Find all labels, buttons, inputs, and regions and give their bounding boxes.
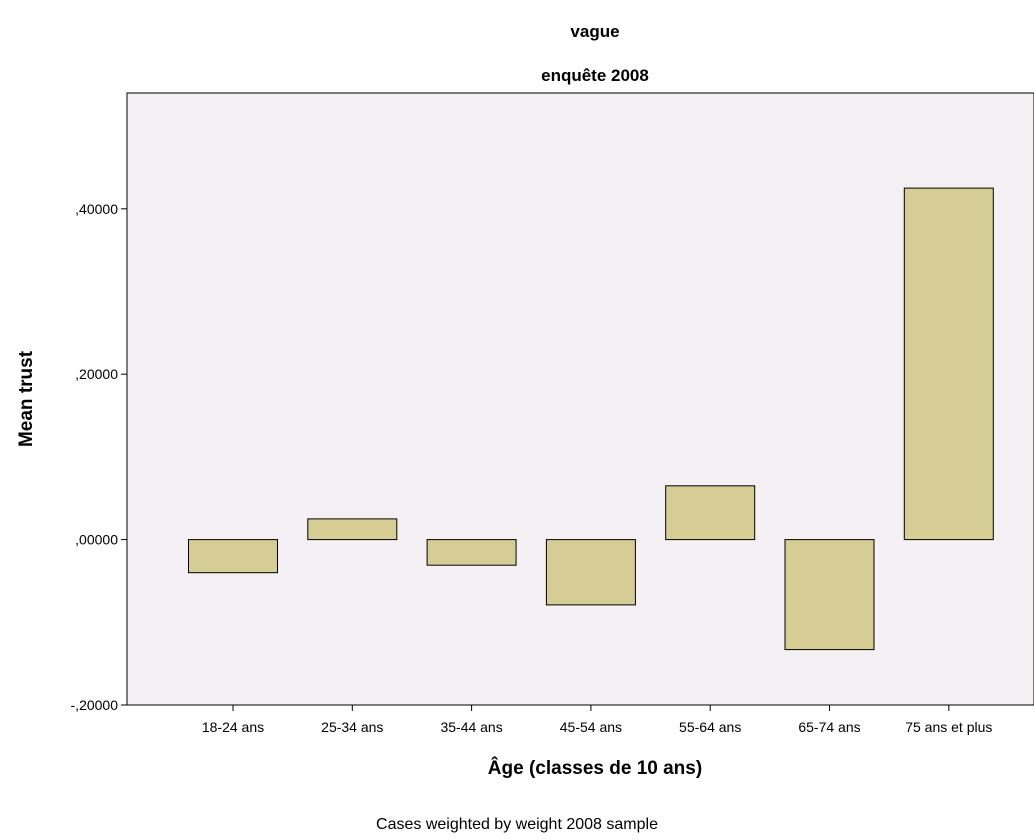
y-tick-label: ,20000 [75, 366, 118, 382]
x-tick-label: 65-74 ans [798, 719, 860, 735]
bar-18-24-ans [188, 539, 278, 574]
x-tick-label: 45-54 ans [560, 719, 622, 735]
y-tick-label: ,40000 [75, 201, 118, 217]
x-axis: 18-24 ans 25-34 ans 35-44 ans 45-54 ans 55-6… [202, 705, 992, 735]
y-axis-label: Mean trust [16, 350, 37, 447]
x-axis-label: Âge (classes de 10 ans) [488, 757, 702, 779]
bar-35-44-ans [426, 539, 517, 566]
bar-45-54-ans [545, 539, 636, 606]
x-tick-label: 25-34 ans [321, 719, 383, 735]
bar-25-34-ans [307, 518, 398, 541]
y-axis: -,20000 ,00000 ,20000 ,40000 [71, 201, 127, 713]
x-tick-label: 18-24 ans [202, 719, 264, 735]
panel-subheader: enquête 2008 [541, 66, 649, 85]
footnote: Cases weighted by weight 2008 sample [376, 816, 658, 833]
x-tick-label: 55-64 ans [679, 719, 741, 735]
bar-55-64-ans [665, 485, 756, 541]
y-tick-label: -,20000 [71, 697, 119, 713]
x-tick-label: 35-44 ans [440, 719, 502, 735]
y-tick-label: ,00000 [75, 532, 118, 548]
x-tick-label: 75 ans et plus [905, 719, 992, 735]
bar-65-74-ans [784, 539, 875, 651]
panel-header: vague [570, 22, 619, 41]
plot-area [126, 92, 1034, 706]
bars-group [188, 187, 994, 651]
bar-75-ans-et-plus [903, 187, 994, 541]
